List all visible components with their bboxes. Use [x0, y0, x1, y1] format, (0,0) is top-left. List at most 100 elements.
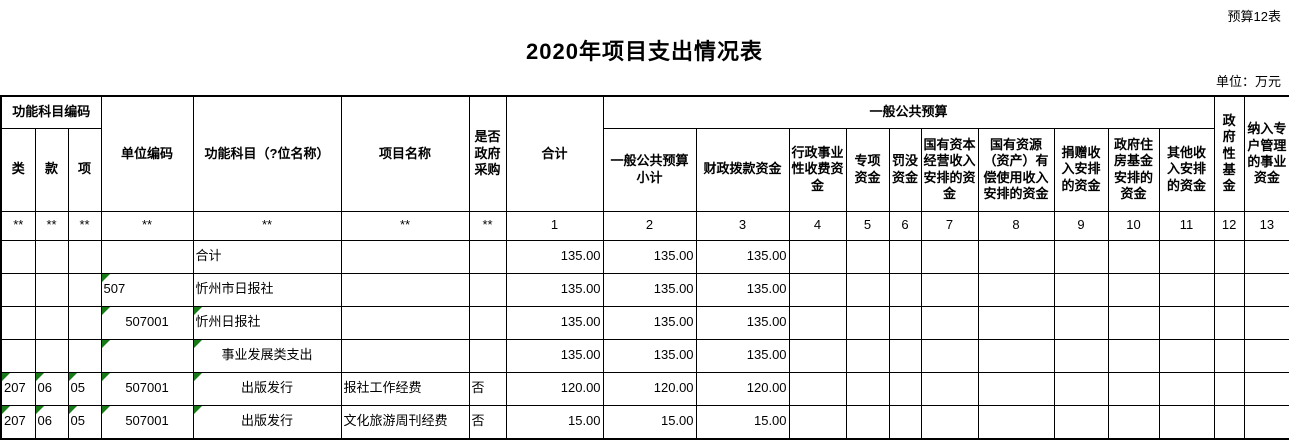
cell-project_name — [340, 305, 470, 340]
cell-xiang — [67, 239, 102, 274]
cell-gov_housing — [1107, 272, 1160, 307]
cell-fines — [888, 305, 922, 340]
cell-lei — [0, 239, 36, 274]
unit-label: 单位：万元 — [1215, 74, 1281, 89]
index-cell-xiang: ** — [67, 210, 102, 241]
cell-gb_subtotal: 135.00 — [602, 272, 697, 307]
cell-total: 135.00 — [505, 338, 604, 373]
cell-special — [845, 371, 890, 406]
index-cell-gov_fund: 12 — [1213, 210, 1245, 241]
cell-gov_housing — [1107, 239, 1160, 274]
index-cell-donation: 9 — [1053, 210, 1109, 241]
header-gov-fund: 政府性基金 — [1213, 95, 1245, 212]
cell-special — [845, 404, 890, 439]
cell-donation — [1053, 305, 1109, 340]
cell-donation — [1053, 371, 1109, 406]
table-row: 207 06 05 507001 出版发行 报社工作经费否 120.00 120.00 120.… — [0, 371, 1289, 406]
cell-gov_housing — [1107, 371, 1160, 406]
index-cell-total: 1 — [505, 210, 604, 241]
index-cell-gov_purchase: ** — [468, 210, 507, 241]
cell-gov_purchase — [468, 272, 507, 307]
header-kuan: 款 — [34, 127, 69, 212]
column-index-row: ** ** ** ** ** ** ** 1 2 3 4 5 6 7 8 9 10 11 12 13 — [0, 210, 1289, 241]
cell-func_subject: 合计 — [192, 239, 342, 274]
header-func-code-group: 功能科目编码 — [0, 95, 102, 129]
header-donation: 捐赠收入安排的资金 — [1053, 127, 1109, 212]
cell-other_income — [1158, 338, 1215, 373]
header-fines: 罚没资金 — [888, 127, 922, 212]
cell-special_account — [1243, 239, 1289, 274]
table-row: 507001 忻州日报社 135.00 135.00 135.00 — [0, 305, 1289, 340]
cell-gov_housing — [1107, 404, 1160, 439]
cell-func_subject: 忻州日报社 — [192, 305, 342, 340]
cell-admin_fee — [788, 239, 847, 274]
header-project-name: 项目名称 — [340, 95, 470, 212]
cell-donation — [1053, 272, 1109, 307]
cell-gov_fund — [1213, 338, 1245, 373]
cell-fiscal_funds: 135.00 — [695, 305, 790, 340]
index-cell-fines: 6 — [888, 210, 922, 241]
cell-kuan — [34, 272, 69, 307]
header-other-income: 其他收入安排的资金 — [1158, 127, 1215, 212]
cell-fiscal_funds: 15.00 — [695, 404, 790, 439]
cell-special_account — [1243, 272, 1289, 307]
header-lei: 类 — [0, 127, 36, 212]
index-cell-fiscal_funds: 3 — [695, 210, 790, 241]
index-cell-other_income: 11 — [1158, 210, 1215, 241]
cell-fines — [888, 371, 922, 406]
cell-special — [845, 305, 890, 340]
cell-xiang — [67, 338, 102, 373]
cell-unit_code: 507 — [100, 272, 194, 307]
cell-fiscal_funds: 135.00 — [695, 338, 790, 373]
cell-special — [845, 239, 890, 274]
cell-fines — [888, 338, 922, 373]
cell-unit_code — [100, 338, 194, 373]
cell-kuan — [34, 239, 69, 274]
cell-project_name — [340, 272, 470, 307]
index-cell-project_name: ** — [340, 210, 470, 241]
index-cell-func_subject: ** — [192, 210, 342, 241]
header-gov-purchase: 是否政府采购 — [468, 95, 507, 212]
cell-gov_fund — [1213, 305, 1245, 340]
form-number-label: 预算12表 — [1227, 9, 1281, 24]
cell-state_resource — [977, 404, 1055, 439]
cell-fines — [888, 404, 922, 439]
header-admin-fee: 行政事业性收费资金 — [788, 127, 847, 212]
cell-xiang: 05 — [67, 371, 102, 406]
cell-total: 135.00 — [505, 272, 604, 307]
header-state-resource: 国有资源（资产）有偿使用收入安排的资金 — [977, 127, 1055, 212]
cell-func_subject: 出版发行 — [192, 404, 342, 439]
table-row: 事业发展类支出 135.00 135.00 135.00 — [0, 338, 1289, 373]
header-gb-subtotal: 一般公共预算小计 — [602, 127, 697, 212]
cell-admin_fee — [788, 404, 847, 439]
cell-other_income — [1158, 239, 1215, 274]
cell-project_name: 报社工作经费 — [340, 371, 470, 406]
header-fiscal-funds: 财政拨款资金 — [695, 127, 790, 212]
cell-project_name — [340, 338, 470, 373]
cell-special_account — [1243, 404, 1289, 439]
header-special: 专项资金 — [845, 127, 890, 212]
cell-kuan: 06 — [34, 404, 69, 439]
cell-lei — [0, 338, 36, 373]
cell-fines — [888, 272, 922, 307]
cell-unit_code — [100, 239, 194, 274]
cell-state_capital — [920, 239, 979, 274]
cell-gov_fund — [1213, 272, 1245, 307]
header-gov-housing: 政府住房基金安排的资金 — [1107, 127, 1160, 212]
cell-unit_code: 507001 — [100, 404, 194, 439]
cell-other_income — [1158, 371, 1215, 406]
page-title: 2020年项目支出情况表 — [526, 39, 763, 64]
cell-special_account — [1243, 338, 1289, 373]
cell-state_capital — [920, 338, 979, 373]
index-cell-unit_code: ** — [100, 210, 194, 241]
cell-state_capital — [920, 305, 979, 340]
index-cell-kuan: ** — [34, 210, 69, 241]
cell-kuan — [34, 338, 69, 373]
cell-xiang: 05 — [67, 404, 102, 439]
table-body: 合计 135.00 135.00 135.00 507 忻州市日报社 135.00 135.0… — [0, 239, 1289, 439]
cell-kuan: 06 — [34, 371, 69, 406]
cell-fiscal_funds: 120.00 — [695, 371, 790, 406]
cell-gov_housing — [1107, 338, 1160, 373]
header-sub-row: 类 款 项 一般公共预算小计 财政拨款资金 行政事业性收费资金 专项资金 罚没资… — [0, 127, 1289, 212]
cell-gov_fund — [1213, 371, 1245, 406]
